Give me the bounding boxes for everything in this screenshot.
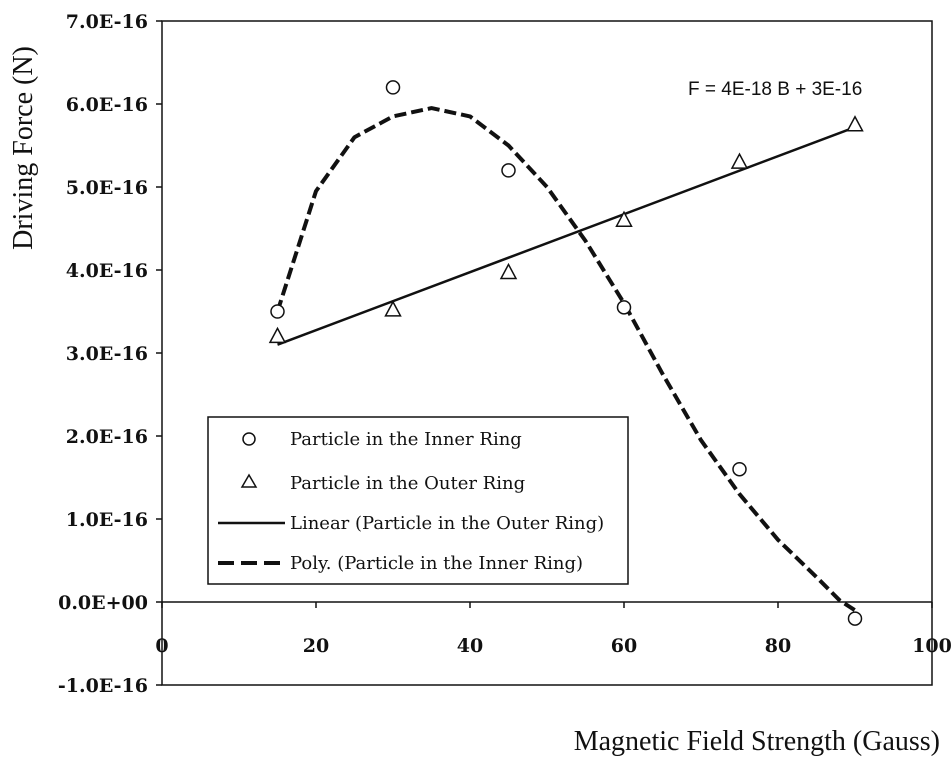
legend-label-inner: Particle in the Inner Ring	[290, 429, 522, 450]
legend-label-linear: Linear (Particle in the Outer Ring)	[290, 513, 604, 534]
x-tick-label: 100	[912, 635, 951, 657]
poly-trendline	[275, 106, 857, 612]
x-tick-label: 20	[303, 635, 329, 657]
y-tick-label: 0.0E+00	[58, 592, 148, 614]
inner-ring-point	[732, 461, 747, 477]
inner-ring-point	[270, 304, 285, 319]
x-axis-ticks: 0 20 40 60 80 100	[155, 602, 951, 657]
inner-ring-point	[847, 611, 863, 626]
outer-ring-point	[846, 115, 864, 132]
y-tick-label: 1.0E-16	[66, 509, 148, 531]
inner-ring-point	[501, 163, 516, 178]
outer-ring-point	[268, 326, 287, 344]
x-tick-label: 40	[457, 635, 483, 657]
y-axis-ticks: 7.0E-16 6.0E-16 5.0E-16 4.0E-16 3.0E-16 2.0E-…	[58, 11, 162, 697]
legend-label-poly: Poly. (Particle in the Inner Ring)	[290, 553, 583, 574]
legend-triangle-icon	[240, 473, 258, 488]
y-tick-label: -1.0E-16	[58, 675, 148, 697]
x-tick-label: 0	[155, 635, 168, 657]
x-axis-title: Magnetic Field Strength (Gauss)	[574, 726, 940, 757]
legend-box	[207, 416, 629, 585]
inner-ring-point	[616, 300, 632, 315]
outer-ring-point	[384, 300, 402, 317]
linear-trendline	[277, 126, 856, 346]
outer-ring-point	[499, 262, 518, 280]
x-tick-label: 60	[611, 635, 637, 657]
y-tick-label: 7.0E-16	[66, 11, 148, 33]
outer-ring-point	[615, 210, 633, 227]
y-axis-title: Driving Force (N)	[8, 46, 39, 250]
legend-label-outer: Particle in the Outer Ring	[290, 473, 525, 494]
y-tick-label: 5.0E-16	[66, 177, 148, 199]
equation-annotation: F = 4E-18 B + 3E-16	[688, 79, 862, 100]
trendlines	[275, 106, 857, 612]
legend-circle-icon	[242, 432, 256, 446]
x-tick-label: 80	[765, 635, 791, 657]
y-tick-label: 4.0E-16	[66, 260, 148, 282]
legend: Particle in the Inner Ring Particle in t…	[207, 416, 629, 585]
data-markers	[268, 80, 864, 626]
inner-ring-point	[385, 80, 401, 95]
outer-ring-point	[730, 152, 749, 169]
y-tick-label: 2.0E-16	[66, 426, 148, 448]
y-tick-label: 3.0E-16	[66, 343, 148, 365]
plot-area	[161, 20, 933, 686]
y-tick-label: 6.0E-16	[66, 94, 148, 116]
